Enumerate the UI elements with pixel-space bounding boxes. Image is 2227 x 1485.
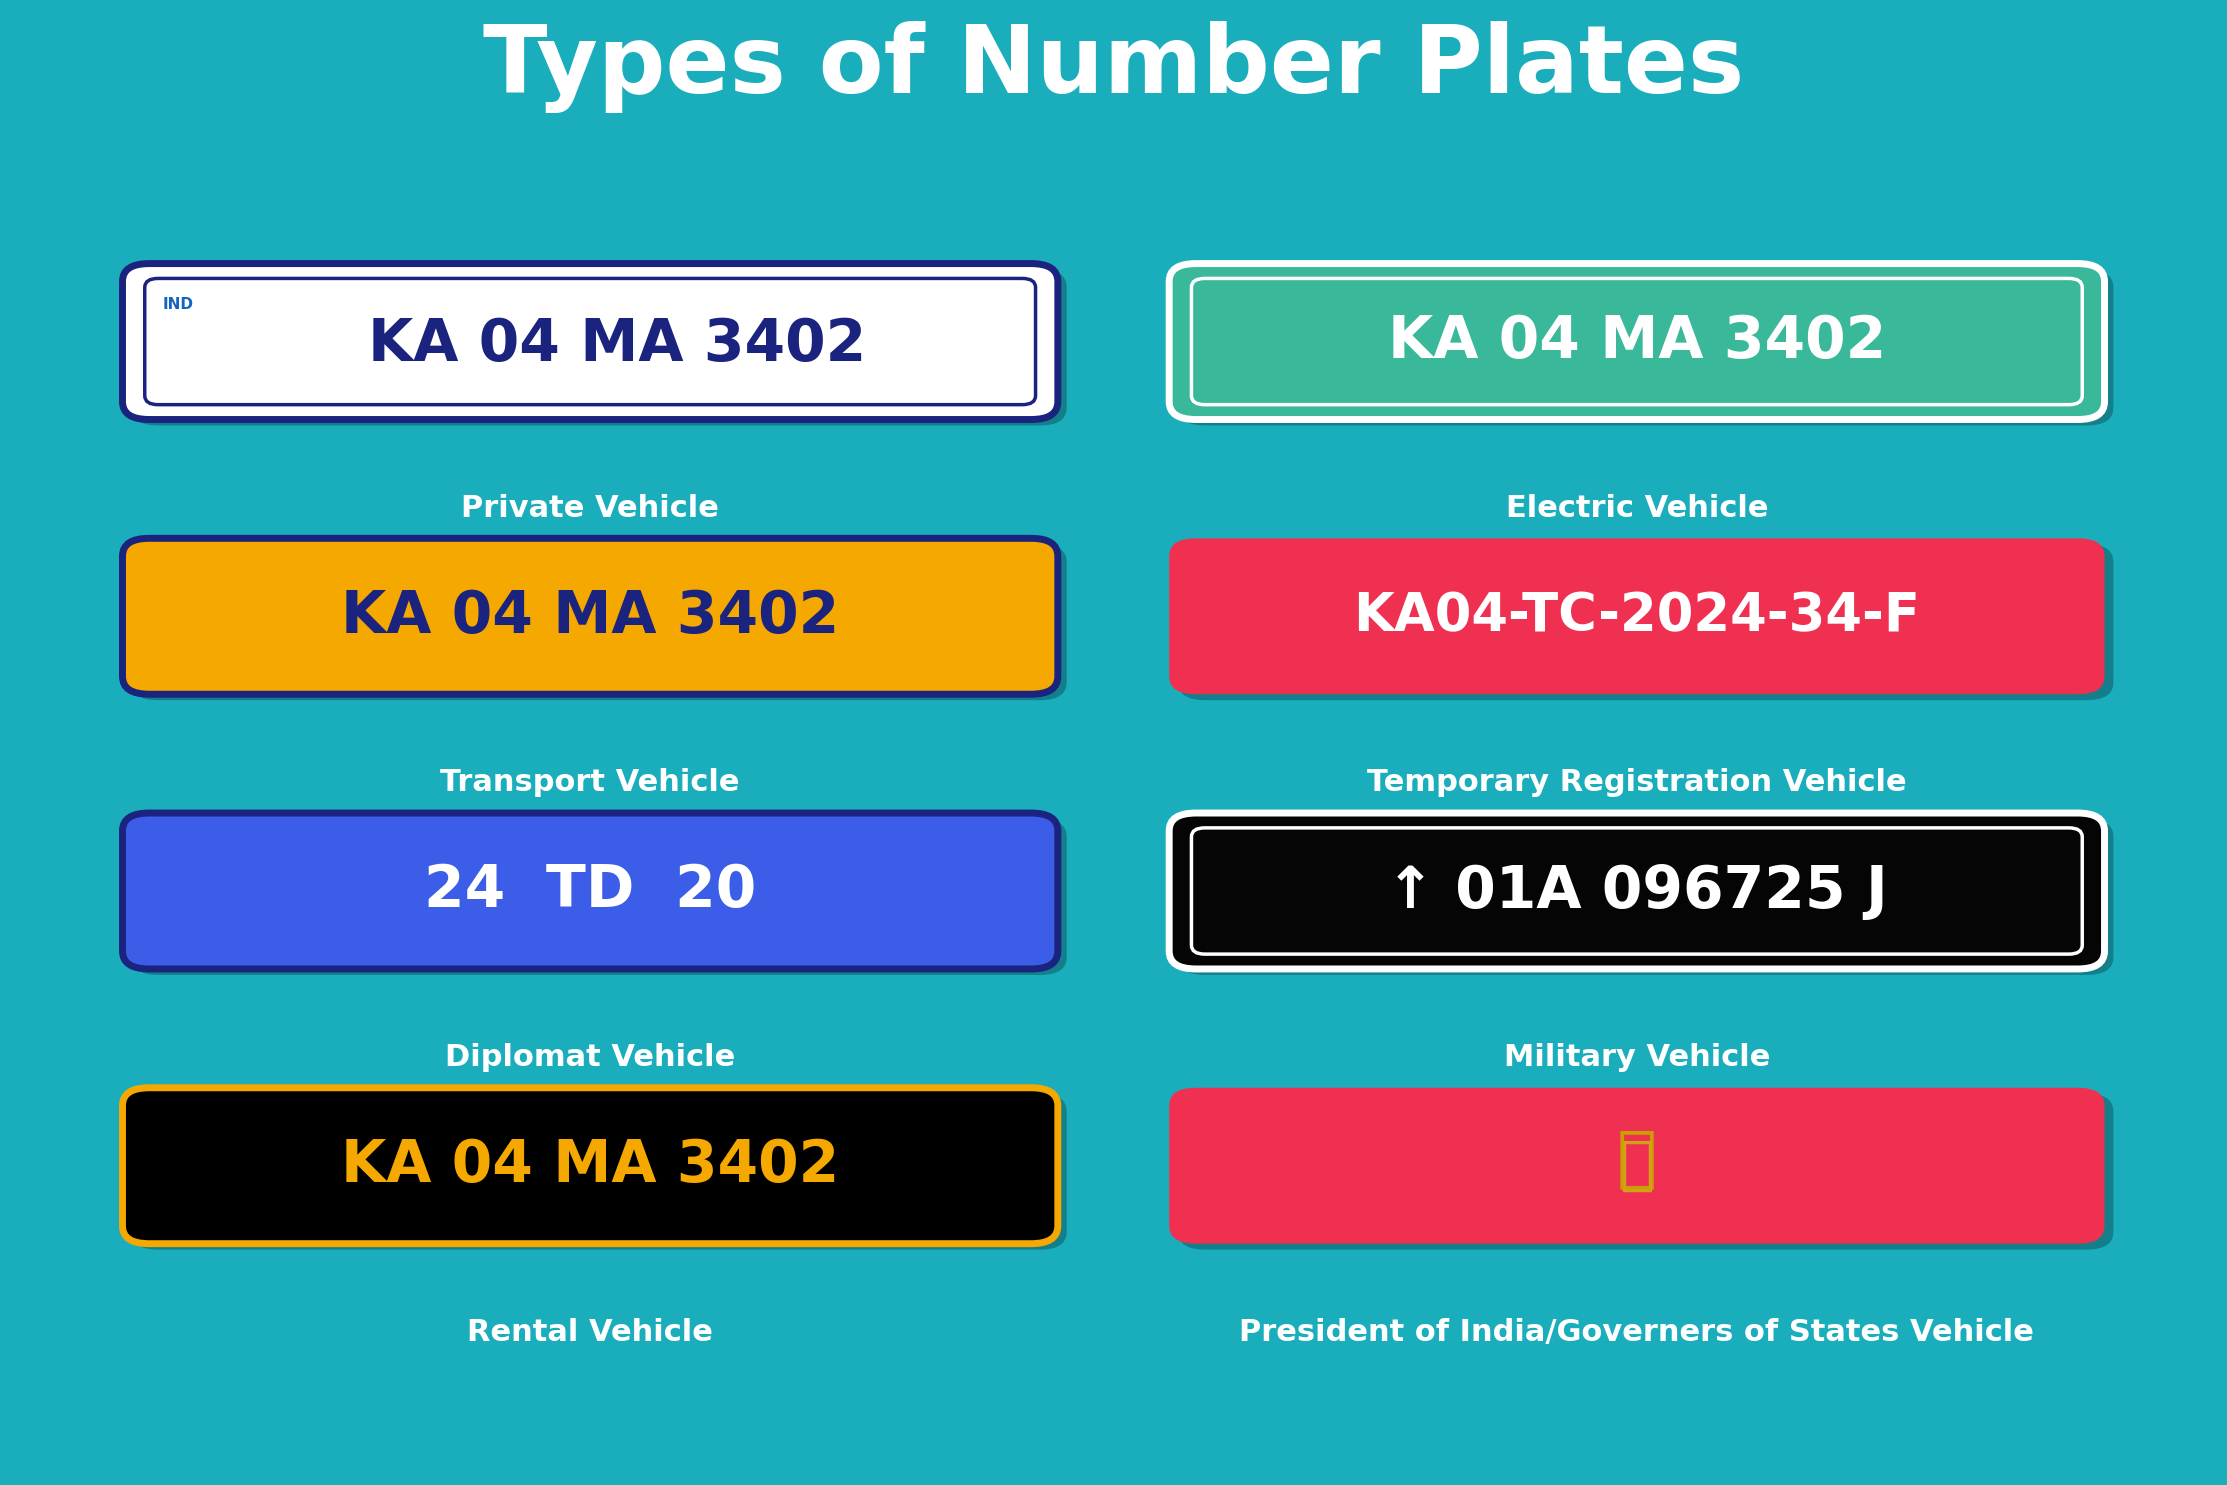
FancyBboxPatch shape [131,545,1067,701]
Text: KA 04 MA 3402: KA 04 MA 3402 [341,1138,840,1194]
FancyBboxPatch shape [1169,1087,2105,1243]
FancyBboxPatch shape [1169,814,2105,968]
FancyBboxPatch shape [1169,264,2105,419]
FancyBboxPatch shape [1169,539,2105,695]
Text: Military Vehicle: Military Vehicle [1503,1042,1770,1072]
Text: ↑ 01A 096725 J: ↑ 01A 096725 J [1385,863,1888,919]
Text: Rental Vehicle: Rental Vehicle [468,1319,713,1347]
FancyBboxPatch shape [131,269,1067,425]
Text: 🦁: 🦁 [1619,1138,1655,1194]
Text: KA 04 MA 3402: KA 04 MA 3402 [367,316,866,373]
Text: KA 04 MA 3402: KA 04 MA 3402 [1387,313,1886,370]
Text: Transport Vehicle: Transport Vehicle [441,769,739,797]
Text: 𝕷: 𝕷 [1617,1126,1657,1191]
Text: Temporary Registration Vehicle: Temporary Registration Vehicle [1367,769,1906,797]
FancyBboxPatch shape [131,818,1067,974]
Text: Private Vehicle: Private Vehicle [461,493,719,523]
Text: Electric Vehicle: Electric Vehicle [1505,493,1768,523]
FancyBboxPatch shape [1178,269,2113,425]
Text: Types of Number Plates: Types of Number Plates [483,21,1744,113]
FancyBboxPatch shape [1178,818,2113,974]
FancyBboxPatch shape [131,1093,1067,1249]
FancyBboxPatch shape [122,814,1058,968]
FancyBboxPatch shape [1178,1093,2113,1249]
Text: IND: IND [163,297,194,312]
Text: Diplomat Vehicle: Diplomat Vehicle [445,1042,735,1072]
FancyBboxPatch shape [1178,545,2113,701]
Text: President of India/Governers of States Vehicle: President of India/Governers of States V… [1240,1319,2033,1347]
Text: KA04-TC-2024-34-F: KA04-TC-2024-34-F [1354,590,1920,643]
Text: KA 04 MA 3402: KA 04 MA 3402 [341,588,840,644]
Text: 24  TD  20: 24 TD 20 [423,863,757,919]
FancyBboxPatch shape [122,539,1058,695]
FancyBboxPatch shape [122,1087,1058,1243]
FancyBboxPatch shape [122,264,1058,419]
